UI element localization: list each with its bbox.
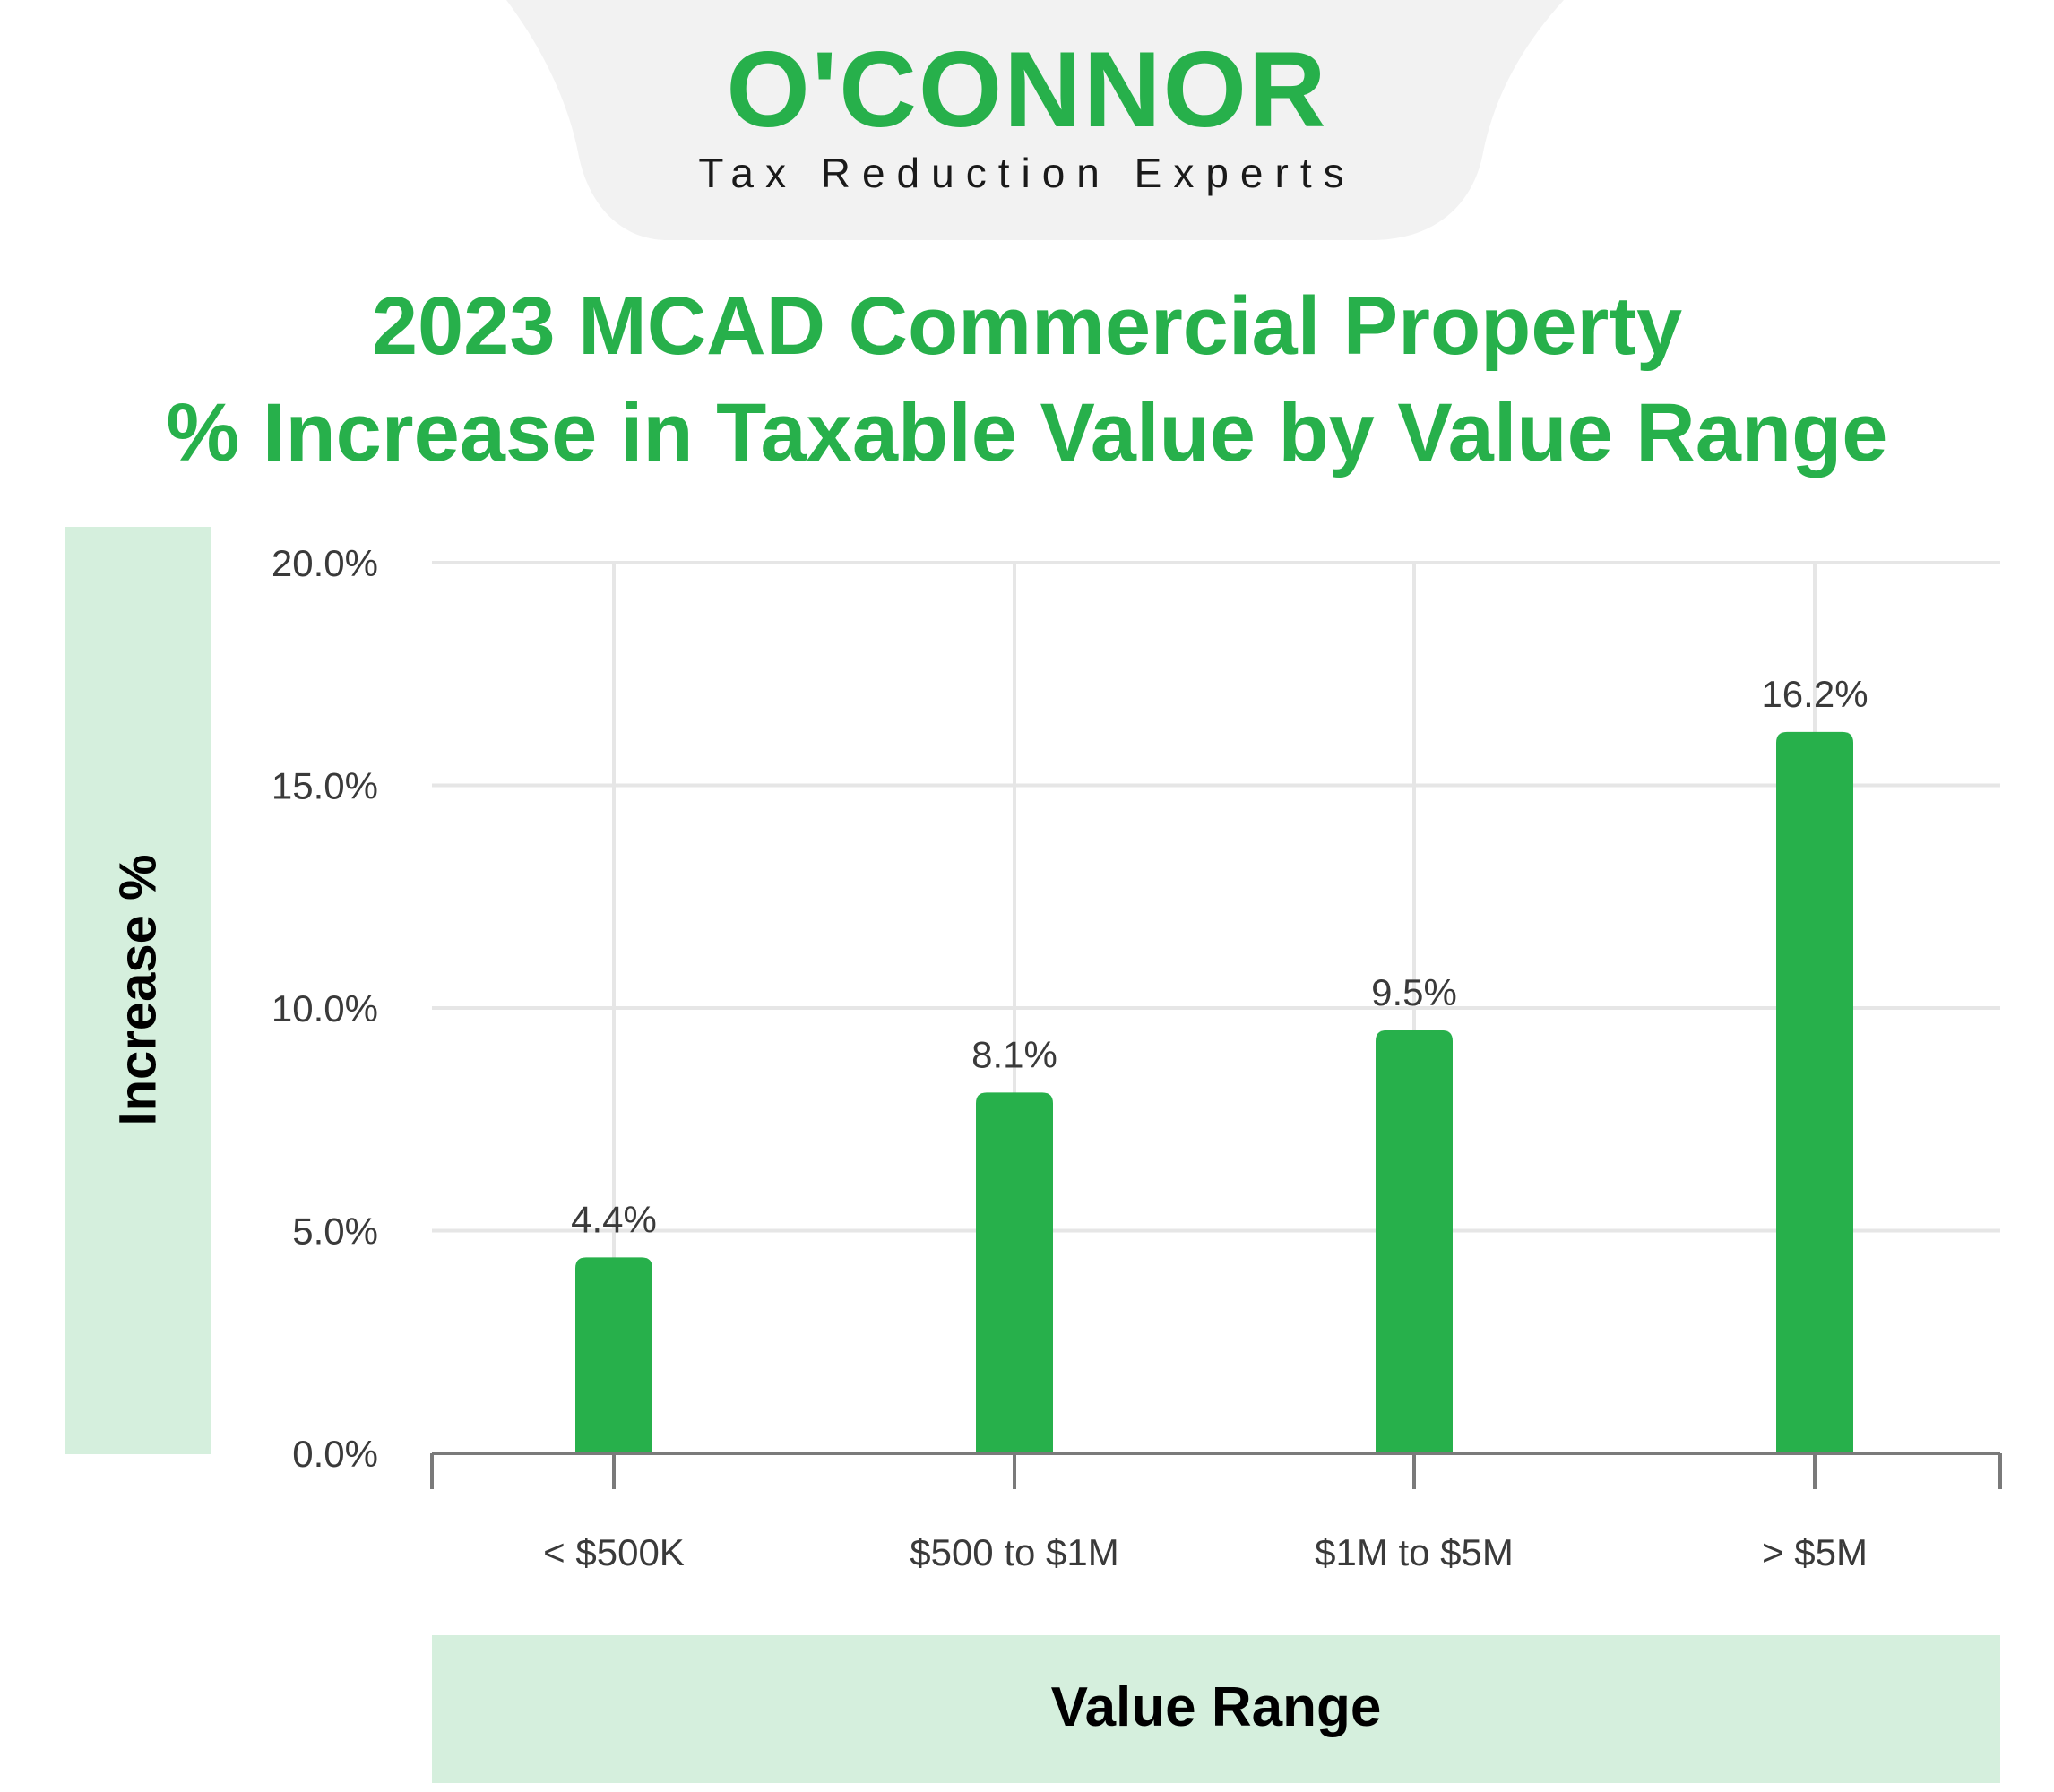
data-labels: 4.4% 8.1% 9.5% 16.2% — [571, 673, 1868, 1240]
y-tick-label: 10.0% — [272, 987, 378, 1030]
data-label: 16.2% — [1761, 673, 1868, 715]
x-tick-label: $500 to $1M — [910, 1531, 1119, 1573]
bar — [1776, 731, 1853, 1453]
bar — [575, 1257, 652, 1453]
bar — [1376, 1030, 1453, 1453]
y-axis-label-band — [65, 527, 211, 1454]
logo-tab-background — [506, 0, 1564, 240]
data-label: 8.1% — [971, 1033, 1057, 1075]
y-tick-label: 15.0% — [272, 765, 378, 807]
bars — [575, 731, 1853, 1453]
y-tick-label: 20.0% — [272, 542, 378, 584]
x-tick-label: $1M to $5M — [1315, 1531, 1514, 1573]
x-axis-label-band — [432, 1635, 2000, 1783]
x-tick-label: < $500K — [543, 1531, 685, 1573]
x-tick-label: > $5M — [1762, 1531, 1868, 1573]
x-axis — [430, 1452, 2002, 1489]
y-tick-label: 0.0% — [292, 1433, 378, 1475]
x-tick-labels: < $500K $500 to $1M $1M to $5M > $5M — [543, 1531, 1868, 1573]
y-tick-labels: 0.0% 5.0% 10.0% 15.0% 20.0% — [272, 542, 378, 1475]
x-axis-label: Value Range — [1050, 1676, 1382, 1738]
bar — [976, 1092, 1053, 1453]
data-label: 4.4% — [571, 1198, 657, 1240]
chart-title: 2023 MCAD Commercial Property — [371, 280, 1683, 372]
brand-tagline: Tax Reduction Experts — [698, 150, 1356, 196]
data-label: 9.5% — [1371, 971, 1457, 1013]
brand-logo: O'CONNOR — [726, 30, 1328, 150]
y-tick-label: 5.0% — [292, 1210, 378, 1253]
chart-subtitle: % Increase in Taxable Value by Value Ran… — [166, 387, 1888, 478]
